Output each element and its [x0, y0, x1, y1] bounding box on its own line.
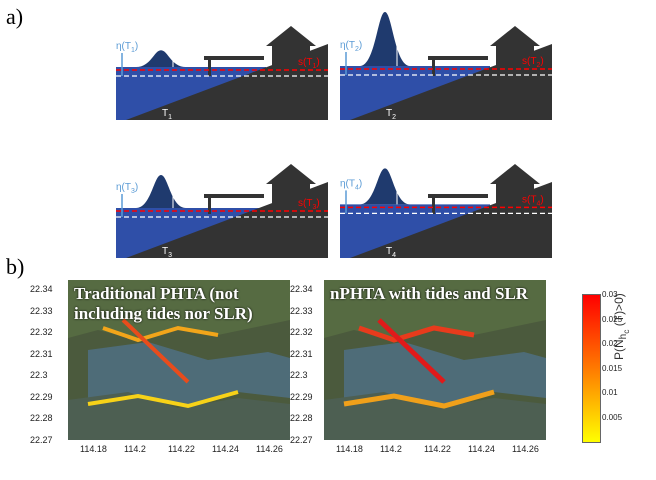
- panel-b-label: b): [6, 254, 25, 279]
- colorbar-tick: 0.005: [602, 412, 623, 422]
- y-tick: 22.28: [30, 413, 53, 423]
- house-icon: [490, 164, 540, 212]
- y-tick: 22.34: [30, 284, 53, 294]
- map-traditional-image: [68, 280, 290, 440]
- colorbar-tick: 0.02: [602, 339, 618, 348]
- y-tick: 22.34: [290, 284, 313, 294]
- scenario-3: η(T3) H3s(T3)T3: [116, 164, 328, 259]
- colorbar-label-end: (T)>0): [612, 293, 626, 330]
- x-tick: 114.24: [468, 444, 495, 454]
- wave-height-label: H4: [401, 174, 412, 187]
- jetty-post: [432, 194, 435, 214]
- wave-height-label: H1: [177, 56, 188, 69]
- house-icon: [490, 26, 540, 74]
- x-tick: 114.2: [124, 444, 146, 454]
- time-label: T4: [386, 246, 396, 259]
- house-icon: [266, 164, 316, 212]
- colorbar-label: P(Nhc (T)>0): [612, 293, 631, 360]
- jetty: [204, 194, 264, 198]
- eta-label: η(T2): [340, 40, 362, 53]
- x-tick: 114.24: [212, 444, 239, 454]
- scenario-1: η(T1)H1 s(T1)T1: [116, 26, 328, 121]
- scenario-4: η(T4) H4s(T4)T4: [340, 164, 552, 259]
- scenario-2: η(T2)H2s(T2)T2: [340, 12, 552, 121]
- y-tick: 22.27: [290, 434, 313, 445]
- y-tick: 22.31: [290, 348, 313, 359]
- x-tick: 114.2: [380, 444, 402, 454]
- map-nphta-title: nPHTA with tides and SLR: [330, 284, 529, 303]
- jetty-post: [208, 56, 211, 76]
- colorbar-tick: 0.01: [602, 388, 618, 397]
- y-tick: 22.3: [290, 370, 308, 380]
- map-nphta: nPHTA with tides and SLR: [324, 280, 546, 440]
- y-tick: 22.32: [30, 327, 53, 337]
- map-traditional-phta: Traditional PHTA (not including tides no…: [68, 280, 290, 440]
- colorbar-label-main: P(N: [612, 339, 626, 360]
- y-tick: 22.28: [290, 413, 313, 423]
- map-traditional-title-line2: including tides nor SLR): [74, 304, 253, 323]
- x-tick: 114.18: [336, 444, 363, 454]
- eta-label: η(T1): [116, 41, 138, 54]
- y-tick: 22.31: [30, 348, 53, 359]
- jetty: [204, 56, 264, 60]
- wave-height-label: H3: [177, 181, 188, 194]
- map-traditional-title-line1: Traditional PHTA (not: [74, 284, 239, 303]
- jetty-post: [432, 56, 435, 76]
- wave-height-label: H2: [401, 18, 412, 31]
- y-tick: 22.27: [30, 434, 53, 445]
- colorbar-tick: 0.03: [602, 290, 618, 299]
- time-label: T1: [162, 108, 172, 121]
- jetty: [428, 194, 488, 198]
- colorbar-label-sub: h: [618, 333, 630, 340]
- y-tick: 22.33: [290, 305, 313, 316]
- x-tick: 114.22: [168, 444, 195, 454]
- colorbar-tick: 0.025: [602, 314, 623, 324]
- y-tick: 22.3: [30, 370, 48, 380]
- house-icon: [266, 26, 316, 74]
- jetty-post: [208, 194, 211, 214]
- panel-a-label: a): [6, 4, 24, 29]
- eta-label: η(T3): [116, 182, 138, 195]
- x-tick: 114.26: [512, 444, 539, 454]
- colorbar: [582, 294, 601, 443]
- y-tick: 22.32: [290, 327, 313, 337]
- jetty: [428, 56, 488, 60]
- y-tick: 22.29: [290, 391, 313, 402]
- map-traditional-title: Traditional PHTA (not including tides no…: [74, 284, 253, 324]
- map-nphta-image: [324, 280, 546, 440]
- time-label: T2: [386, 108, 396, 121]
- colorbar-tick: 0.015: [602, 363, 623, 373]
- y-tick: 22.33: [30, 305, 53, 316]
- x-tick: 114.18: [80, 444, 107, 454]
- time-label: T3: [162, 246, 172, 259]
- eta-label: η(T4): [340, 178, 362, 191]
- x-tick: 114.22: [424, 444, 451, 454]
- x-tick: 114.26: [256, 444, 283, 454]
- y-tick: 22.29: [30, 391, 53, 402]
- colorbar-label-subsub: c: [621, 329, 632, 334]
